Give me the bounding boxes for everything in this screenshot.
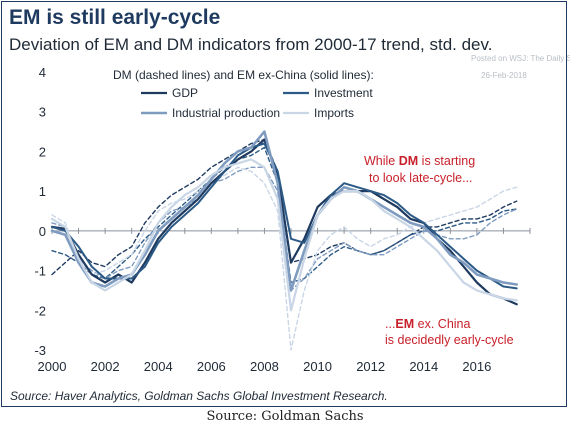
legend-label-gdp: GDP (172, 86, 198, 100)
dm-gdp-line (51, 138, 518, 276)
legend-label-industrial-production: Industrial production (172, 106, 280, 120)
x-tick-label: 2014 (409, 359, 438, 374)
annotation-em-line-2: is decidedly early-cycle (385, 333, 514, 347)
x-tick-label: 2012 (356, 359, 385, 374)
chart-annotations: While DM is starting to look late-cycle.… (364, 154, 514, 347)
dm-imports-line (51, 166, 518, 351)
x-tick-label: 2010 (303, 359, 332, 374)
annotation-dm-line-1: While DM is starting (364, 154, 475, 168)
y-tick-label: 0 (39, 224, 46, 239)
y-tick-label: 4 (39, 65, 46, 80)
x-tick-label: 2016 (462, 359, 491, 374)
y-tick-label: -1 (34, 264, 46, 279)
em-imports-line (50, 158, 518, 312)
chart-series (50, 130, 519, 351)
y-tick-label: 2 (39, 144, 46, 159)
y-tick-label: -3 (34, 343, 46, 358)
annotation-em-line-1: ...EM ex. China (385, 317, 471, 331)
y-tick-label: -2 (34, 303, 46, 318)
chart-title: EM is still early-cycle (9, 6, 221, 29)
y-tick-label: 1 (39, 184, 46, 199)
x-tick-label: 2002 (91, 359, 120, 374)
line-chart: -3 -2 -1 0 1 2 3 4 2000 2002 2004 2006 2008 2010 2012 2… (34, 65, 531, 374)
legend-label-investment: Investment (314, 86, 373, 100)
x-tick-label: 2008 (250, 359, 279, 374)
x-tick-label: 2000 (38, 359, 67, 374)
image-caption: Source: Goldman Sachs (206, 409, 364, 424)
chart-legend: DM (dashed lines) and EM ex-China (solid… (113, 68, 374, 120)
chart-axes: -3 -2 -1 0 1 2 3 4 2000 2002 2004 2006 2008 2010 2012 2… (34, 65, 531, 374)
annotation-dm-line-2: to look late-cycle... (369, 171, 473, 185)
watermark-date: 26-Feb-2018 (481, 71, 527, 80)
x-tick-label: 2006 (197, 359, 226, 374)
source-note: Source: Haver Analytics, Goldman Sachs G… (10, 389, 388, 403)
x-tick-label: 2004 (144, 359, 173, 374)
y-tick-label: 3 (39, 105, 46, 120)
legend-label-imports: Imports (314, 106, 354, 120)
em-investment-line (51, 142, 518, 290)
legend-title: DM (dashed lines) and EM ex-China (solid… (113, 68, 374, 82)
chart-subtitle: Deviation of EM and DM indicators from 2… (9, 35, 493, 54)
watermark-publisher: Posted on WSJ: The Daily Shot (471, 54, 570, 63)
